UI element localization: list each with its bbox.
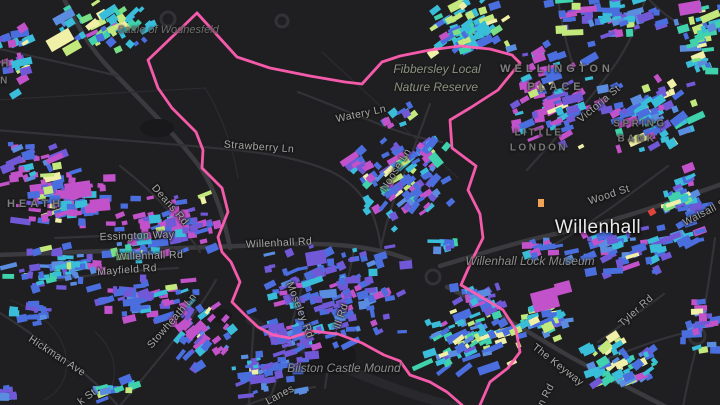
- boundary-line: [146, 11, 522, 405]
